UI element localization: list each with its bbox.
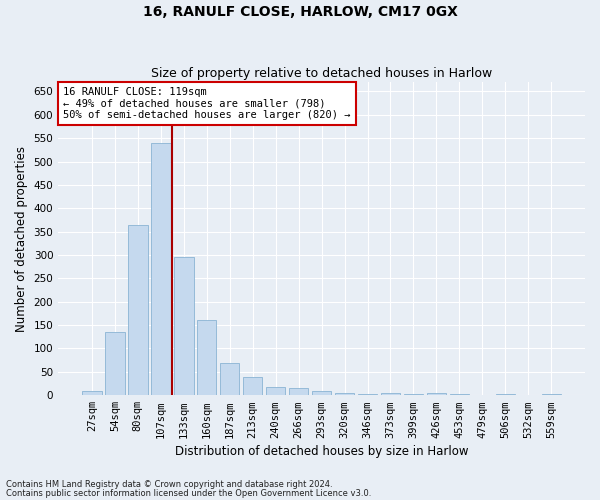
Bar <box>449 394 469 395</box>
Bar <box>128 224 148 395</box>
X-axis label: Distribution of detached houses by size in Harlow: Distribution of detached houses by size … <box>175 444 469 458</box>
Bar <box>220 364 239 395</box>
Title: Size of property relative to detached houses in Harlow: Size of property relative to detached ho… <box>151 66 492 80</box>
Bar <box>82 390 101 395</box>
Y-axis label: Number of detached properties: Number of detached properties <box>15 146 28 332</box>
Bar <box>496 394 515 395</box>
Bar <box>243 378 262 395</box>
Text: 16, RANULF CLOSE, HARLOW, CM17 0GX: 16, RANULF CLOSE, HARLOW, CM17 0GX <box>143 5 457 19</box>
Bar <box>197 320 217 395</box>
Bar <box>289 388 308 395</box>
Bar <box>266 387 286 395</box>
Text: Contains public sector information licensed under the Open Government Licence v3: Contains public sector information licen… <box>6 488 371 498</box>
Bar <box>151 143 170 395</box>
Bar <box>427 393 446 395</box>
Bar <box>542 394 561 395</box>
Bar <box>312 390 331 395</box>
Bar <box>381 394 400 395</box>
Bar <box>174 258 194 395</box>
Bar <box>105 332 125 395</box>
Bar <box>358 394 377 395</box>
Bar <box>404 394 423 395</box>
Text: 16 RANULF CLOSE: 119sqm
← 49% of detached houses are smaller (798)
50% of semi-d: 16 RANULF CLOSE: 119sqm ← 49% of detache… <box>64 87 351 120</box>
Bar <box>335 393 355 395</box>
Text: Contains HM Land Registry data © Crown copyright and database right 2024.: Contains HM Land Registry data © Crown c… <box>6 480 332 489</box>
